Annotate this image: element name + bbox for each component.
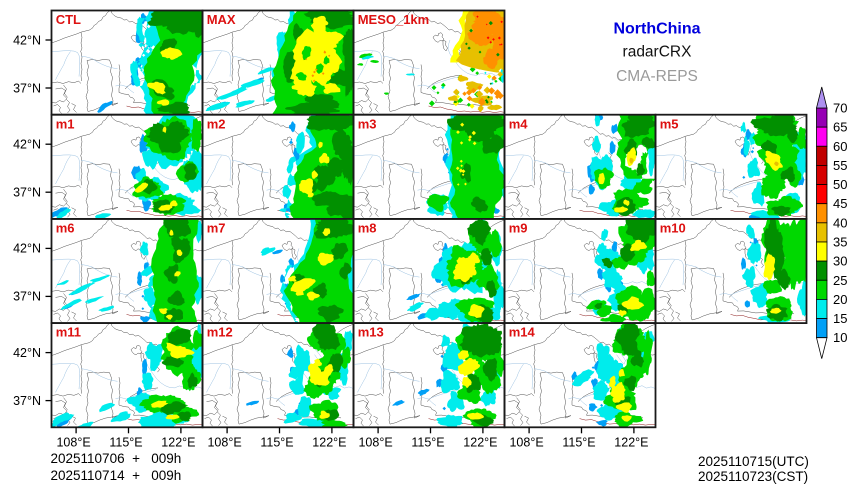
svg-text:37°N: 37°N xyxy=(13,186,41,200)
svg-text:CMA-REPS: CMA-REPS xyxy=(616,68,698,85)
svg-text:2025110714 + 009h: 2025110714 + 009h xyxy=(51,468,182,483)
svg-text:108°E: 108°E xyxy=(358,435,392,449)
svg-text:20: 20 xyxy=(833,292,847,307)
svg-text:m6: m6 xyxy=(56,221,75,236)
svg-text:108°E: 108°E xyxy=(207,435,241,449)
svg-text:37°N: 37°N xyxy=(13,394,41,408)
svg-text:37°N: 37°N xyxy=(13,81,41,95)
svg-text:42°N: 42°N xyxy=(13,138,41,152)
svg-text:108°E: 108°E xyxy=(509,435,543,449)
svg-text:10: 10 xyxy=(833,330,847,345)
svg-text:70: 70 xyxy=(833,101,847,116)
svg-text:m5: m5 xyxy=(660,116,679,131)
svg-text:108°E: 108°E xyxy=(56,435,90,449)
svg-text:122°E: 122°E xyxy=(614,435,648,449)
svg-text:15: 15 xyxy=(833,311,847,326)
svg-text:115°E: 115°E xyxy=(411,435,444,449)
svg-text:m12: m12 xyxy=(207,325,233,340)
svg-text:2025110706 + 009h: 2025110706 + 009h xyxy=(51,451,182,466)
svg-text:35: 35 xyxy=(833,234,847,249)
svg-text:65: 65 xyxy=(833,120,847,135)
svg-text:45: 45 xyxy=(833,196,847,211)
svg-text:122°E: 122°E xyxy=(312,435,346,449)
svg-text:m4: m4 xyxy=(509,116,529,131)
svg-text:m1: m1 xyxy=(56,116,75,131)
svg-text:37°N: 37°N xyxy=(13,290,41,304)
svg-text:NorthChina: NorthChina xyxy=(613,21,700,38)
svg-text:m14: m14 xyxy=(509,325,536,340)
svg-text:m9: m9 xyxy=(509,221,528,236)
svg-text:MAX: MAX xyxy=(207,12,236,27)
svg-text:122°E: 122°E xyxy=(161,435,195,449)
svg-text:25: 25 xyxy=(833,273,847,288)
svg-text:42°N: 42°N xyxy=(13,242,41,256)
svg-text:60: 60 xyxy=(833,139,847,154)
svg-text:2025110715(UTC): 2025110715(UTC) xyxy=(698,454,809,469)
svg-text:m10: m10 xyxy=(660,221,686,236)
svg-text:CTL: CTL xyxy=(56,12,81,27)
svg-text:42°N: 42°N xyxy=(13,33,41,47)
svg-text:radarCRX: radarCRX xyxy=(623,44,693,61)
svg-text:m11: m11 xyxy=(56,325,81,340)
svg-text:30: 30 xyxy=(833,254,847,269)
svg-text:m2: m2 xyxy=(207,116,226,131)
svg-text:115°E: 115°E xyxy=(562,435,595,449)
svg-text:m7: m7 xyxy=(207,221,226,236)
svg-text:m13: m13 xyxy=(358,325,384,340)
svg-text:MESO_1km: MESO_1km xyxy=(358,12,430,27)
svg-text:115°E: 115°E xyxy=(109,435,142,449)
svg-text:115°E: 115°E xyxy=(260,435,293,449)
svg-text:2025110723(CST): 2025110723(CST) xyxy=(698,469,808,484)
svg-text:42°N: 42°N xyxy=(13,346,41,360)
svg-text:55: 55 xyxy=(833,158,847,173)
svg-text:122°E: 122°E xyxy=(463,435,497,449)
svg-text:m3: m3 xyxy=(358,116,377,131)
svg-text:40: 40 xyxy=(833,215,847,230)
svg-text:m8: m8 xyxy=(358,221,377,236)
svg-text:50: 50 xyxy=(833,177,847,192)
